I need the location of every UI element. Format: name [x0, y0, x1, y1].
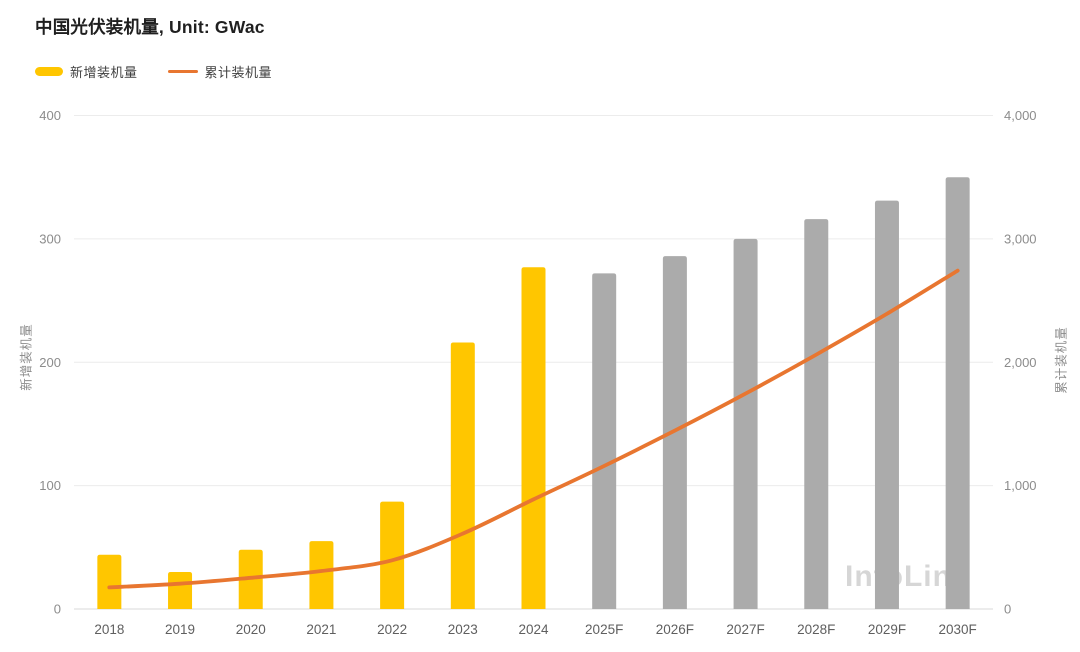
right-axis-tick-0: 0 — [1004, 602, 1011, 617]
x-axis-label-2018: 2018 — [94, 622, 124, 637]
legend-item-cumulative-capacity: 累计装机量 — [167, 62, 273, 81]
legend-label-new-capacity: 新增装机量 — [70, 65, 138, 80]
x-axis-label-2027F: 2027F — [726, 622, 764, 637]
legend: 新增装机量 累计装机量 — [35, 62, 272, 81]
x-axis-label-2020: 2020 — [236, 622, 266, 637]
legend-label-cumulative-capacity: 累计装机量 — [204, 65, 273, 80]
left-axis-tick-300: 300 — [39, 231, 61, 246]
x-axis-label-2028F: 2028F — [797, 622, 835, 637]
bar-2023 — [450, 342, 475, 609]
x-axis-label-2029F: 2029F — [868, 622, 906, 637]
x-axis-label-2019: 2019 — [165, 622, 195, 637]
bar-2019 — [168, 571, 193, 609]
right-axis-tick-2,000: 2,000 — [1004, 355, 1037, 370]
x-axis-label-2026F: 2026F — [656, 622, 694, 637]
bar-2018 — [97, 554, 122, 609]
bar-2022 — [380, 501, 405, 609]
bar-series-swatch-icon — [35, 67, 63, 76]
bar-2029F — [874, 200, 899, 609]
right-axis-tick-4,000: 4,000 — [1004, 108, 1037, 123]
bar-2024 — [521, 267, 546, 609]
chart-title-unit: , Unit: GWac — [158, 17, 265, 37]
left-axis-tick-200: 200 — [39, 355, 61, 370]
bar-2030F — [945, 177, 970, 609]
x-axis-label-2022: 2022 — [377, 622, 407, 637]
x-axis-label-2023: 2023 — [448, 622, 478, 637]
bar-2021 — [309, 541, 334, 609]
left-axis-tick-400: 400 — [39, 108, 61, 123]
cumulative-capacity-line — [107, 268, 960, 590]
legend-item-new-capacity: 新增装机量 — [35, 62, 138, 81]
left-axis-tick-100: 100 — [39, 478, 61, 493]
chart-title: 中国光伏装机量, Unit: GWac — [35, 16, 265, 39]
chart-title-main: 中国光伏装机量 — [35, 17, 159, 37]
left-axis-tick-0: 0 — [54, 602, 61, 617]
x-axis-label-2021: 2021 — [306, 622, 336, 637]
x-axis-label-2030F: 2030F — [939, 622, 977, 637]
bar-2027F — [733, 238, 758, 609]
x-axis-label-2024: 2024 — [518, 622, 549, 637]
bar-2025F — [592, 273, 617, 609]
right-axis-tick-1,000: 1,000 — [1004, 478, 1037, 493]
line-series-swatch-icon — [167, 70, 198, 73]
bar-2028F — [804, 219, 829, 609]
x-axis-label-2025F: 2025F — [585, 622, 623, 637]
right-axis-tick-3,000: 3,000 — [1004, 231, 1037, 246]
